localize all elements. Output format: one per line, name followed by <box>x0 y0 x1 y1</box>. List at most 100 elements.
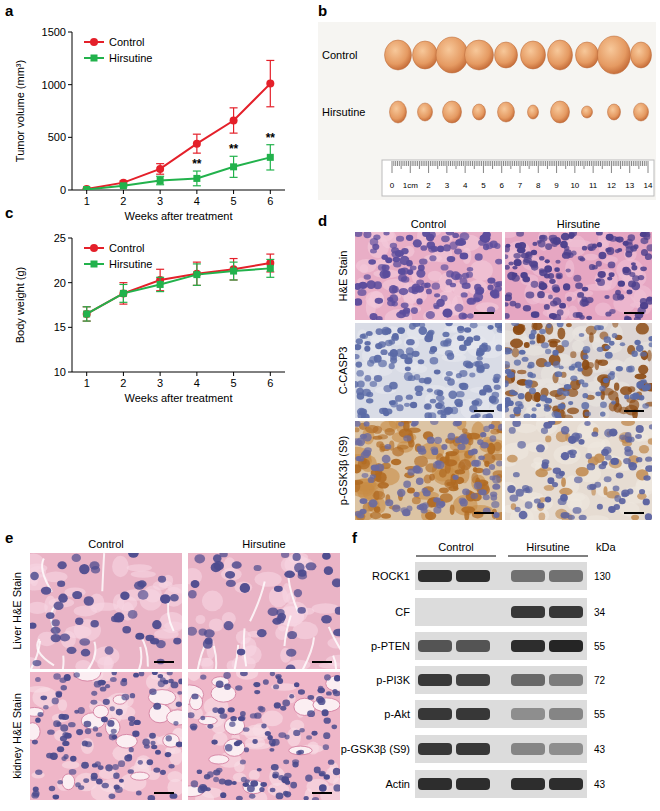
nucleus <box>385 257 392 263</box>
nucleus <box>132 731 139 738</box>
nucleus <box>81 649 90 657</box>
stain <box>373 426 383 434</box>
nucleus <box>579 515 587 520</box>
error-cap <box>230 262 238 263</box>
stain <box>462 428 468 433</box>
nucleus <box>457 444 465 450</box>
tissue-patch <box>62 761 80 769</box>
nucleus <box>454 399 463 406</box>
ruler-tick <box>476 161 477 166</box>
nucleus <box>561 426 569 434</box>
nucleus <box>615 237 620 242</box>
nucleus <box>558 403 565 408</box>
nucleus <box>432 283 440 290</box>
nucleus <box>70 756 77 762</box>
sinusoid <box>214 646 216 669</box>
tissue-patch <box>202 591 223 612</box>
nucleus <box>41 587 51 595</box>
nucleus <box>418 264 425 271</box>
nucleus <box>583 354 589 359</box>
marker <box>230 268 237 275</box>
nucleus <box>170 594 179 602</box>
nucleus <box>462 313 468 318</box>
nucleus <box>406 506 412 512</box>
sinusoid <box>302 637 314 669</box>
nucleus <box>583 346 591 353</box>
nucleus <box>477 356 483 360</box>
nucleus <box>165 752 172 757</box>
y-axis <box>72 32 73 190</box>
tissue-patch <box>255 572 282 587</box>
nucleus <box>437 410 444 415</box>
nucleus <box>96 732 102 736</box>
stain <box>379 444 385 453</box>
error-cap <box>266 60 274 61</box>
ruler-tick <box>479 161 480 166</box>
nucleus <box>494 385 501 391</box>
nucleus <box>467 313 473 319</box>
stain <box>641 351 649 361</box>
tissue-patch <box>536 421 558 435</box>
tubule <box>30 723 40 741</box>
nucleus <box>460 499 468 507</box>
ruler-tick <box>465 161 466 173</box>
error-cap <box>266 277 274 278</box>
nucleus <box>536 403 541 407</box>
nucleus <box>628 462 637 470</box>
nucleus <box>397 327 405 334</box>
error-cap <box>230 279 238 280</box>
nucleus <box>554 267 559 272</box>
tumor <box>548 40 573 70</box>
nucleus <box>569 232 577 237</box>
stain <box>635 373 647 379</box>
ruler-tick <box>618 161 619 166</box>
nucleus <box>429 350 435 355</box>
nucleus <box>378 341 386 347</box>
nucleus <box>442 332 449 337</box>
stain <box>545 435 551 442</box>
ruler-tick <box>631 161 632 166</box>
nucleus <box>411 351 419 357</box>
ruler-tick <box>499 161 500 166</box>
nucleus <box>150 638 159 645</box>
panel-label: d <box>318 212 327 229</box>
ruler-label: 1cm <box>403 181 418 190</box>
x-axis <box>72 372 285 373</box>
nucleus <box>406 339 415 345</box>
nucleus <box>506 400 513 406</box>
nucleus <box>116 709 123 716</box>
nucleus <box>461 437 469 444</box>
error-cap <box>83 306 91 307</box>
nucleus <box>563 390 570 396</box>
nucleus <box>151 745 157 749</box>
nucleus <box>505 246 510 252</box>
tubule <box>62 774 75 790</box>
tissue-background <box>505 232 652 320</box>
nucleus <box>441 264 449 270</box>
nucleus <box>550 237 557 243</box>
nucleus <box>543 422 552 429</box>
nucleus <box>527 365 532 369</box>
nucleus <box>194 554 205 563</box>
tumor <box>385 40 412 70</box>
y-tick <box>68 282 72 283</box>
error-cap <box>193 153 201 154</box>
ruler-tick <box>540 161 541 166</box>
nucleus <box>35 770 42 776</box>
nucleus <box>645 513 652 520</box>
nucleus <box>574 476 583 483</box>
nucleus <box>476 366 484 373</box>
nucleus <box>129 747 134 752</box>
nucleus <box>480 442 488 448</box>
nucleus <box>467 267 473 272</box>
column-label: Hirsutine <box>242 538 285 550</box>
ruler-label: 8 <box>536 181 541 190</box>
nucleus <box>412 323 420 327</box>
ruler-tick <box>468 161 469 166</box>
nucleus <box>616 366 623 372</box>
nucleus <box>214 561 224 570</box>
nucleus <box>471 460 479 467</box>
stain <box>559 488 572 495</box>
scale-bar <box>624 512 644 514</box>
nucleus <box>237 649 245 656</box>
